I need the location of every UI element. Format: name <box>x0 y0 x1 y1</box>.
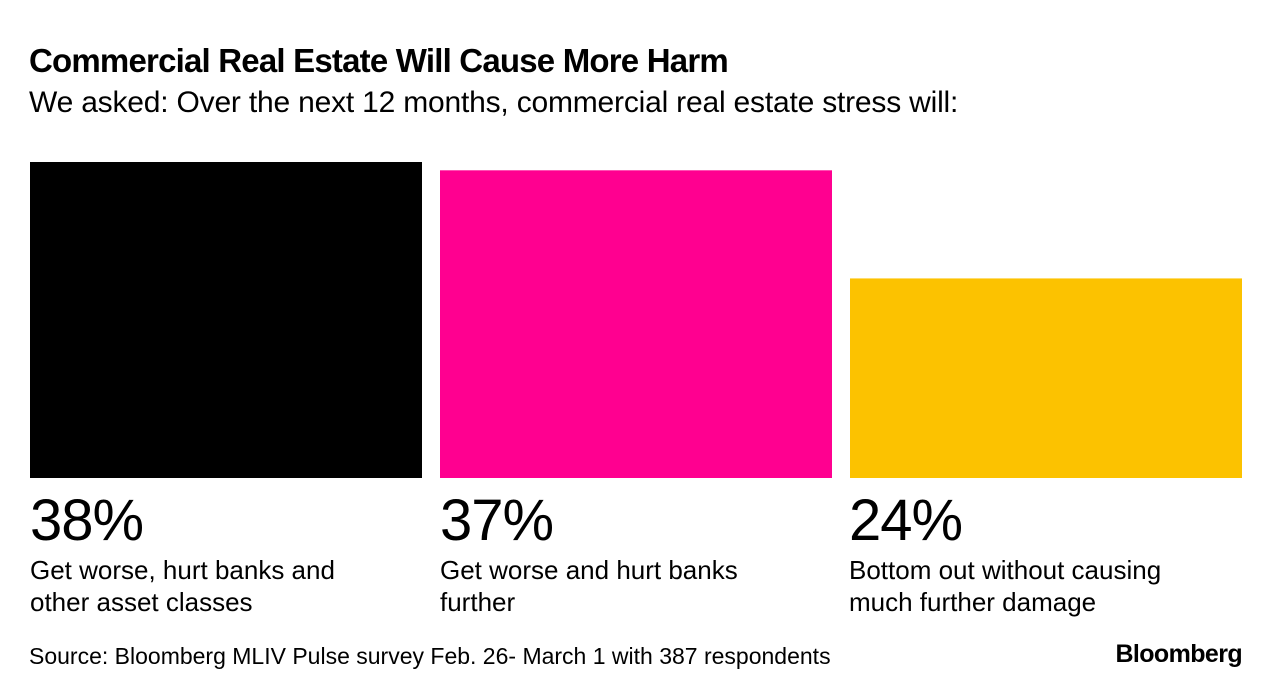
category-label-1-line-1: Get worse, hurt banks and <box>30 555 335 585</box>
column-text-1: 38% Get worse, hurt banks and other asse… <box>30 488 422 618</box>
category-label-3-line-1: Bottom out without causing <box>849 555 1162 585</box>
value-label-1: 38% <box>30 488 144 553</box>
column-text-3: 24% Bottom out without causing much furt… <box>849 488 1241 618</box>
column-text-2: 37% Get worse and hurt banks further <box>440 488 832 618</box>
category-label-3-line-2: much further damage <box>849 587 1097 617</box>
category-label-2-line-2: further <box>440 587 516 617</box>
chart-title: Commercial Real Estate Will Cause More H… <box>29 42 729 79</box>
chart-subtitle: We asked: Over the next 12 months, comme… <box>29 86 959 119</box>
bloomberg-logo: Bloomberg <box>1115 640 1242 668</box>
bar-2 <box>440 170 832 478</box>
value-label-3: 24% <box>849 488 963 553</box>
source-note: Source: Bloomberg MLIV Pulse survey Feb.… <box>29 643 831 669</box>
bar-3 <box>850 278 1242 478</box>
value-label-2: 37% <box>440 488 554 553</box>
bar-1 <box>30 162 422 478</box>
category-label-1-line-2: other asset classes <box>30 587 253 617</box>
category-label-2-line-1: Get worse and hurt banks <box>440 555 738 585</box>
